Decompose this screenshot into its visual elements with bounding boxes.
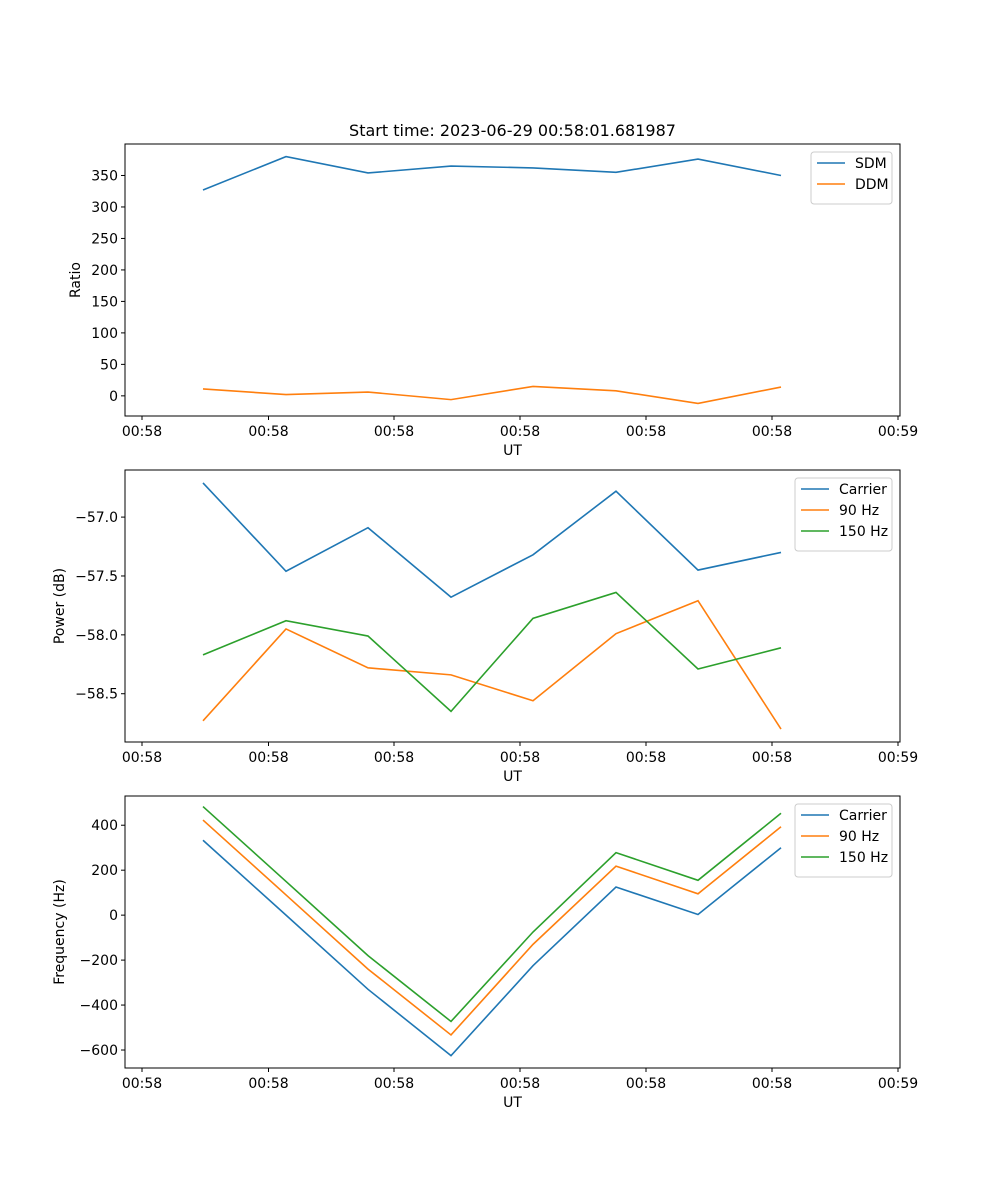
chart-panel-2: 00:58 00:58 00:58 00:58 00:58 00:58 00:59 UT −58… <box>52 469 918 785</box>
y-axis-label: Ratio <box>68 262 84 298</box>
plot-frame <box>124 795 901 1069</box>
x-tick-label: 00:58 <box>248 1076 288 1092</box>
series-line-150-hz <box>202 805 782 1023</box>
y-tick-label: 200 <box>91 263 118 279</box>
y-tick-label: 100 <box>91 326 118 342</box>
legend-entry: Carrier <box>839 482 887 498</box>
y-tick-label: 300 <box>91 200 118 216</box>
series-line-90-hz <box>202 599 782 730</box>
y-tick-label: −57.0 <box>75 510 118 526</box>
legend: Carrier 90 Hz 150 Hz <box>794 477 893 552</box>
x-tick-label: 00:58 <box>122 1076 162 1092</box>
x-tick-label: 00:59 <box>878 1076 918 1092</box>
x-tick-label: 00:58 <box>248 424 288 440</box>
y-tick-label: −57.5 <box>75 569 118 585</box>
legend-box <box>810 151 893 205</box>
y-tick-label: 350 <box>91 168 118 184</box>
y-tick-label: −400 <box>80 998 118 1014</box>
plot-frame <box>124 143 901 417</box>
x-tick-label: 00:58 <box>500 750 540 766</box>
legend-entry: SDM <box>855 156 887 172</box>
x-tick-label: 00:58 <box>500 424 540 440</box>
y-tick-label: 250 <box>91 231 118 247</box>
x-tick-label: 00:58 <box>752 1076 792 1092</box>
y-tick-label: −600 <box>80 1043 118 1059</box>
x-tick-label: 00:59 <box>878 750 918 766</box>
x-tick-label: 00:58 <box>626 1076 666 1092</box>
legend: Carrier 90 Hz 150 Hz <box>794 803 893 878</box>
legend-entry: 90 Hz <box>839 503 879 519</box>
x-tick-label: 00:58 <box>626 750 666 766</box>
chart-panel-3: 00:58 00:58 00:58 00:58 00:58 00:58 00:59 UT −60… <box>52 795 918 1111</box>
x-tick-label: 00:58 <box>752 750 792 766</box>
x-axis-label: UT <box>503 1095 522 1111</box>
series-line-carrier <box>202 839 782 1057</box>
legend: SDM DDM <box>810 151 893 205</box>
series-line-150-hz <box>202 591 782 713</box>
y-tick-label: −200 <box>80 953 118 969</box>
x-tick-label: 00:58 <box>122 424 162 440</box>
y-tick-label: 50 <box>100 357 118 373</box>
legend-entry: Carrier <box>839 808 887 824</box>
x-axis-label: UT <box>503 443 522 459</box>
legend-entry: 150 Hz <box>839 850 888 866</box>
legend-entry: 90 Hz <box>839 829 879 845</box>
x-tick-label: 00:58 <box>626 424 666 440</box>
chart-panels: 00:58 00:58 00:58 00:58 00:58 00:58 00:59 UT 0 50… <box>52 143 918 1111</box>
x-tick-label: 00:58 <box>500 1076 540 1092</box>
x-tick-label: 00:58 <box>374 424 414 440</box>
legend-entry: 150 Hz <box>839 524 888 540</box>
series-line-ddm <box>202 385 782 405</box>
legend-box <box>794 803 893 878</box>
x-tick-label: 00:58 <box>122 750 162 766</box>
y-axis-label: Frequency (Hz) <box>52 879 68 985</box>
y-tick-label: 150 <box>91 294 118 310</box>
chart-panel-1: 00:58 00:58 00:58 00:58 00:58 00:58 00:59 UT 0 50… <box>68 143 918 459</box>
x-tick-label: 00:58 <box>752 424 792 440</box>
y-tick-label: 400 <box>91 818 118 834</box>
y-tick-label: −58.0 <box>75 628 118 644</box>
x-tick-label: 00:58 <box>374 750 414 766</box>
legend-entry: DDM <box>855 177 889 193</box>
x-tick-label: 00:58 <box>374 1076 414 1092</box>
y-tick-label: 0 <box>109 389 118 405</box>
y-axis-label: Power (dB) <box>52 568 68 644</box>
y-tick-label: −58.5 <box>75 687 118 703</box>
x-tick-label: 00:59 <box>878 424 918 440</box>
plot-frame <box>124 469 901 743</box>
x-axis-label: UT <box>503 769 522 785</box>
legend-box <box>794 477 893 552</box>
y-tick-label: 200 <box>91 863 118 879</box>
series-line-sdm <box>202 155 782 191</box>
x-tick-label: 00:58 <box>248 750 288 766</box>
figure-title: Start time: 2023-06-29 00:58:01.681987 <box>349 121 676 140</box>
series-line-carrier <box>202 482 782 599</box>
series-line-90-hz <box>202 819 782 1037</box>
y-tick-label: 0 <box>109 908 118 924</box>
